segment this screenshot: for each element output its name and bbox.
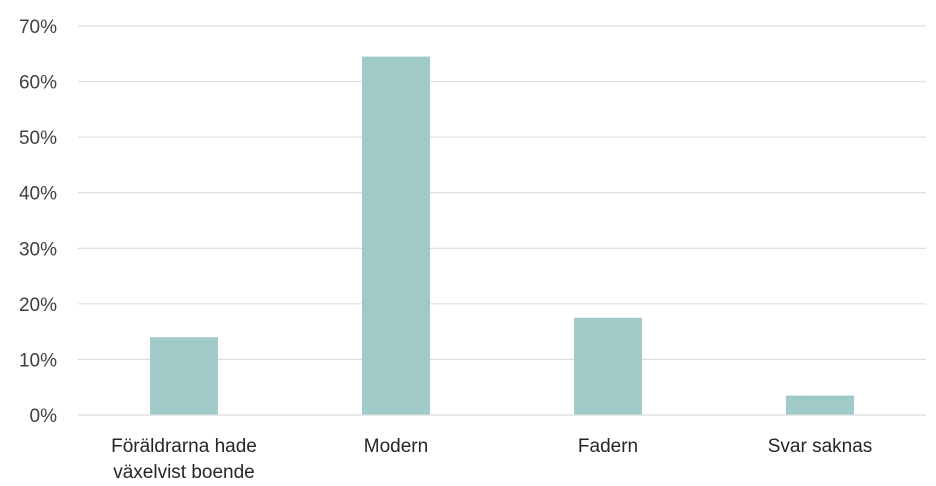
x-category-label-line: Svar saknas xyxy=(768,436,873,457)
x-category-label-line: Föräldrarna hade xyxy=(111,436,257,457)
y-tick-label: 50% xyxy=(19,128,57,149)
bar xyxy=(574,317,642,415)
bar xyxy=(786,395,854,415)
x-category-label: Svar saknas xyxy=(768,436,873,457)
y-tick-label: 20% xyxy=(19,295,57,316)
y-tick-label: 30% xyxy=(19,239,57,260)
y-tick-label: 70% xyxy=(19,17,57,38)
x-category-label: Modern xyxy=(364,436,428,457)
gridlines xyxy=(78,25,926,360)
y-tick-label: 60% xyxy=(19,73,57,94)
y-tick-label: 40% xyxy=(19,184,57,205)
bar xyxy=(362,56,430,416)
x-axis-category-labels: Föräldrarna hade växelvist boende Modern Fa… xyxy=(111,436,872,483)
x-category-label: Föräldrarna hade växelvist boende xyxy=(111,436,257,483)
bar xyxy=(150,337,218,415)
x-category-label: Fadern xyxy=(578,436,638,457)
y-axis-tick-labels: 0% 10% 20% 30% 40% 50% 60% 70% xyxy=(19,17,57,427)
x-category-label-line: Fadern xyxy=(578,436,638,457)
y-tick-label: 0% xyxy=(30,406,58,427)
x-category-label-line: växelvist boende xyxy=(113,462,255,483)
y-tick-label: 10% xyxy=(19,350,57,371)
bars xyxy=(150,56,854,416)
x-category-label-line: Modern xyxy=(364,436,428,457)
